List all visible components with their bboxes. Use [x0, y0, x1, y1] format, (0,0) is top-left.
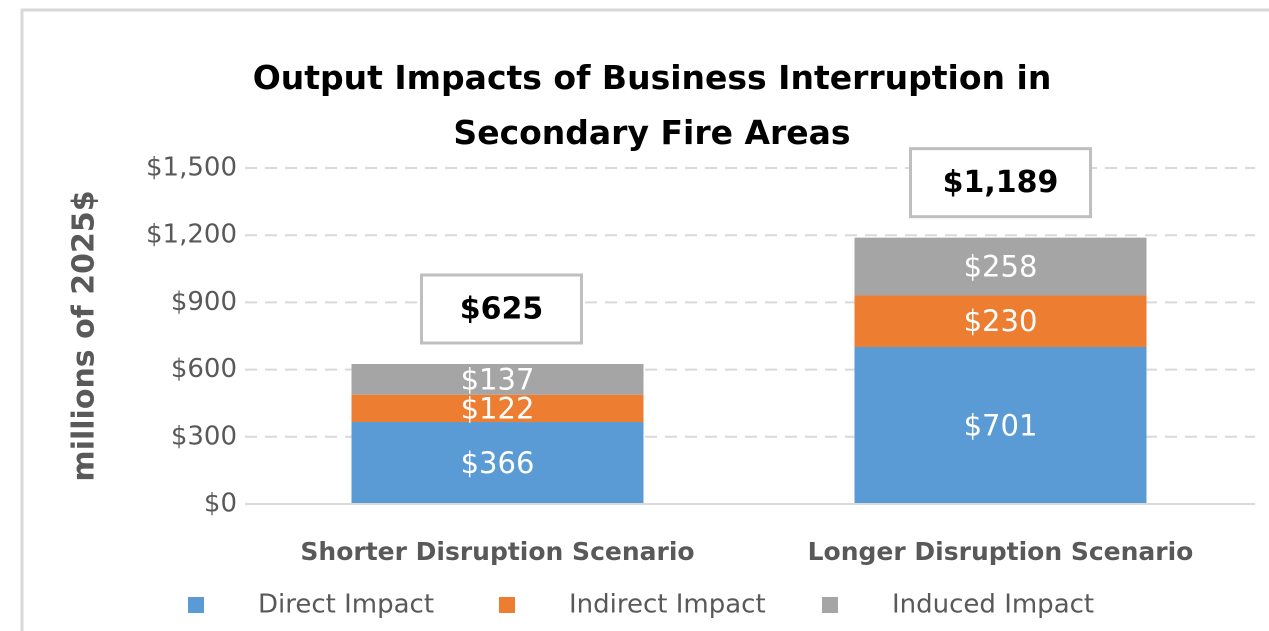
y-tick-label: $1,500: [146, 153, 237, 183]
bar-segment: [351, 394, 644, 423]
chart-border: [20, 8, 1269, 631]
data-label: $122: [461, 391, 535, 425]
y-tick-label: $900: [171, 287, 237, 317]
y-tick-label: $300: [171, 421, 237, 451]
legend-label: Direct Impact: [258, 590, 434, 620]
y-tick-label: $600: [171, 354, 237, 384]
data-label: $230: [964, 304, 1038, 338]
total-box: [909, 147, 1092, 219]
bar-segment: [351, 364, 644, 395]
bar-segment: [854, 237, 1147, 296]
data-label: $701: [964, 408, 1038, 442]
total-box: [420, 273, 583, 345]
legend-swatch: [499, 597, 515, 613]
legend-label: Induced Impact: [892, 590, 1094, 620]
data-label: $366: [461, 446, 535, 480]
bar-segment: [854, 346, 1147, 504]
data-label: $137: [461, 362, 535, 396]
total-label: $1,189: [943, 165, 1059, 200]
y-tick-label: $0: [204, 489, 237, 519]
bar-segment: [351, 422, 644, 504]
x-tick-label: Shorter Disruption Scenario: [300, 537, 694, 566]
x-tick-label: Longer Disruption Scenario: [808, 537, 1194, 566]
chart-title: Output Impacts of Business Interruption …: [252, 58, 1052, 152]
bar-segment: [854, 295, 1147, 347]
total-label: $625: [460, 292, 544, 327]
y-tick-label: $1,200: [146, 220, 237, 250]
data-label: $258: [964, 250, 1038, 284]
legend-swatch: [822, 597, 838, 613]
legend-label: Indirect Impact: [569, 590, 766, 620]
y-axis-label: millions of 2025$: [67, 190, 102, 481]
legend-swatch: [188, 597, 204, 613]
